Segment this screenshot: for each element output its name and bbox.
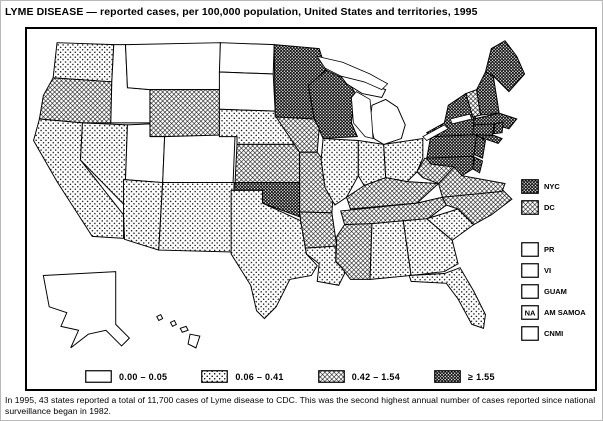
state-nd bbox=[218, 42, 275, 75]
class-legend-item: ≥ 1.55 bbox=[434, 370, 495, 383]
area-legend-label: CNMI bbox=[544, 329, 564, 338]
legend-swatch-hatch bbox=[317, 370, 345, 383]
state-me bbox=[484, 40, 526, 93]
state-oh bbox=[383, 137, 424, 183]
state-tx bbox=[230, 189, 318, 320]
state-ri bbox=[492, 121, 504, 135]
area-legend-label: GUAM bbox=[544, 287, 567, 296]
state-de bbox=[472, 156, 484, 174]
legend-swatch-open bbox=[521, 263, 539, 278]
class-legend-label: ≥ 1.55 bbox=[468, 371, 495, 382]
legend-swatch-dense bbox=[434, 370, 461, 383]
state-mi bbox=[369, 98, 406, 145]
state-ak bbox=[42, 271, 131, 349]
state-or bbox=[38, 77, 113, 124]
legend-swatch-dense bbox=[521, 179, 539, 194]
state-nh bbox=[476, 71, 500, 116]
legend-swatch-open bbox=[521, 242, 539, 257]
class-legend-item: 0.42 – 1.54 bbox=[317, 370, 401, 383]
class-legend-item: 0.00 – 0.05 bbox=[85, 370, 167, 383]
state-hi bbox=[187, 333, 201, 349]
area-legend: NYC DC PR VI GUAM NA AM SAMOA CNMI bbox=[521, 179, 593, 347]
class-legend-label: 0.00 – 0.05 bbox=[119, 371, 168, 382]
state-az bbox=[123, 179, 164, 251]
state-wy bbox=[149, 89, 220, 138]
state-pa bbox=[426, 134, 478, 159]
figure-title: LYME DISEASE — reported cases, per 100,0… bbox=[5, 6, 478, 18]
area-legend-row-guam: GUAM bbox=[521, 284, 593, 299]
area-legend-label: AM SAMOA bbox=[544, 308, 586, 317]
class-legend-label: 0.42 – 1.54 bbox=[351, 371, 401, 382]
great-lake bbox=[316, 55, 389, 91]
great-lake bbox=[449, 113, 473, 125]
area-legend-row-am-samoa: NA AM SAMOA bbox=[521, 305, 593, 320]
state-hi_3 bbox=[179, 325, 189, 333]
na-value: NA bbox=[525, 308, 536, 317]
state-ky bbox=[345, 177, 440, 210]
state-ks bbox=[234, 143, 301, 184]
us-map bbox=[33, 40, 526, 349]
area-legend-label: VI bbox=[544, 266, 552, 275]
area-legend-row-nyc: NYC bbox=[521, 179, 593, 194]
area-legend-label: DC bbox=[544, 203, 555, 212]
state-ct bbox=[472, 123, 495, 137]
state-wa bbox=[52, 42, 115, 83]
state-ia bbox=[275, 116, 320, 153]
legend-swatch-hatch bbox=[521, 200, 539, 215]
area-legend-row-cnmi: CNMI bbox=[521, 326, 593, 341]
area-legend-row-dc: DC bbox=[521, 200, 593, 215]
class-legend-label: 0.06 – 0.41 bbox=[235, 371, 284, 382]
class-legend-item: 0.06 – 0.41 bbox=[201, 370, 283, 383]
legend-swatch-open: NA bbox=[521, 305, 539, 320]
state-ar bbox=[299, 211, 338, 249]
state-nc bbox=[441, 189, 513, 226]
state-sd bbox=[218, 71, 276, 112]
area-legend-label: PR bbox=[544, 245, 555, 254]
area-legend-row-vi: VI bbox=[521, 263, 593, 278]
class-legend: 0.00 – 0.05 0.06 – 0.41 0.42 – 1.54 ≥ 1.55 bbox=[85, 370, 529, 383]
legend-swatch-open bbox=[521, 326, 539, 341]
legend-swatch-open bbox=[85, 370, 112, 383]
legend-swatch-dots bbox=[201, 370, 229, 383]
figure-caption: In 1995, 43 states reported a total of 1… bbox=[5, 395, 596, 417]
great-lake bbox=[422, 124, 449, 141]
state-hi_2 bbox=[169, 319, 178, 328]
area-legend-label: NYC bbox=[544, 182, 560, 191]
state-hi_1 bbox=[156, 313, 164, 322]
legend-swatch-open bbox=[521, 284, 539, 299]
figure-frame: NYC DC PR VI GUAM NA AM SAMOA CNMI 0.00 – 0.05 0… bbox=[25, 27, 597, 391]
state-co bbox=[162, 134, 236, 184]
state-fl bbox=[408, 267, 486, 329]
state-mt bbox=[124, 42, 221, 91]
state-nm bbox=[158, 182, 235, 253]
great-lake bbox=[351, 91, 374, 140]
area-legend-row-pr: PR bbox=[521, 242, 593, 257]
